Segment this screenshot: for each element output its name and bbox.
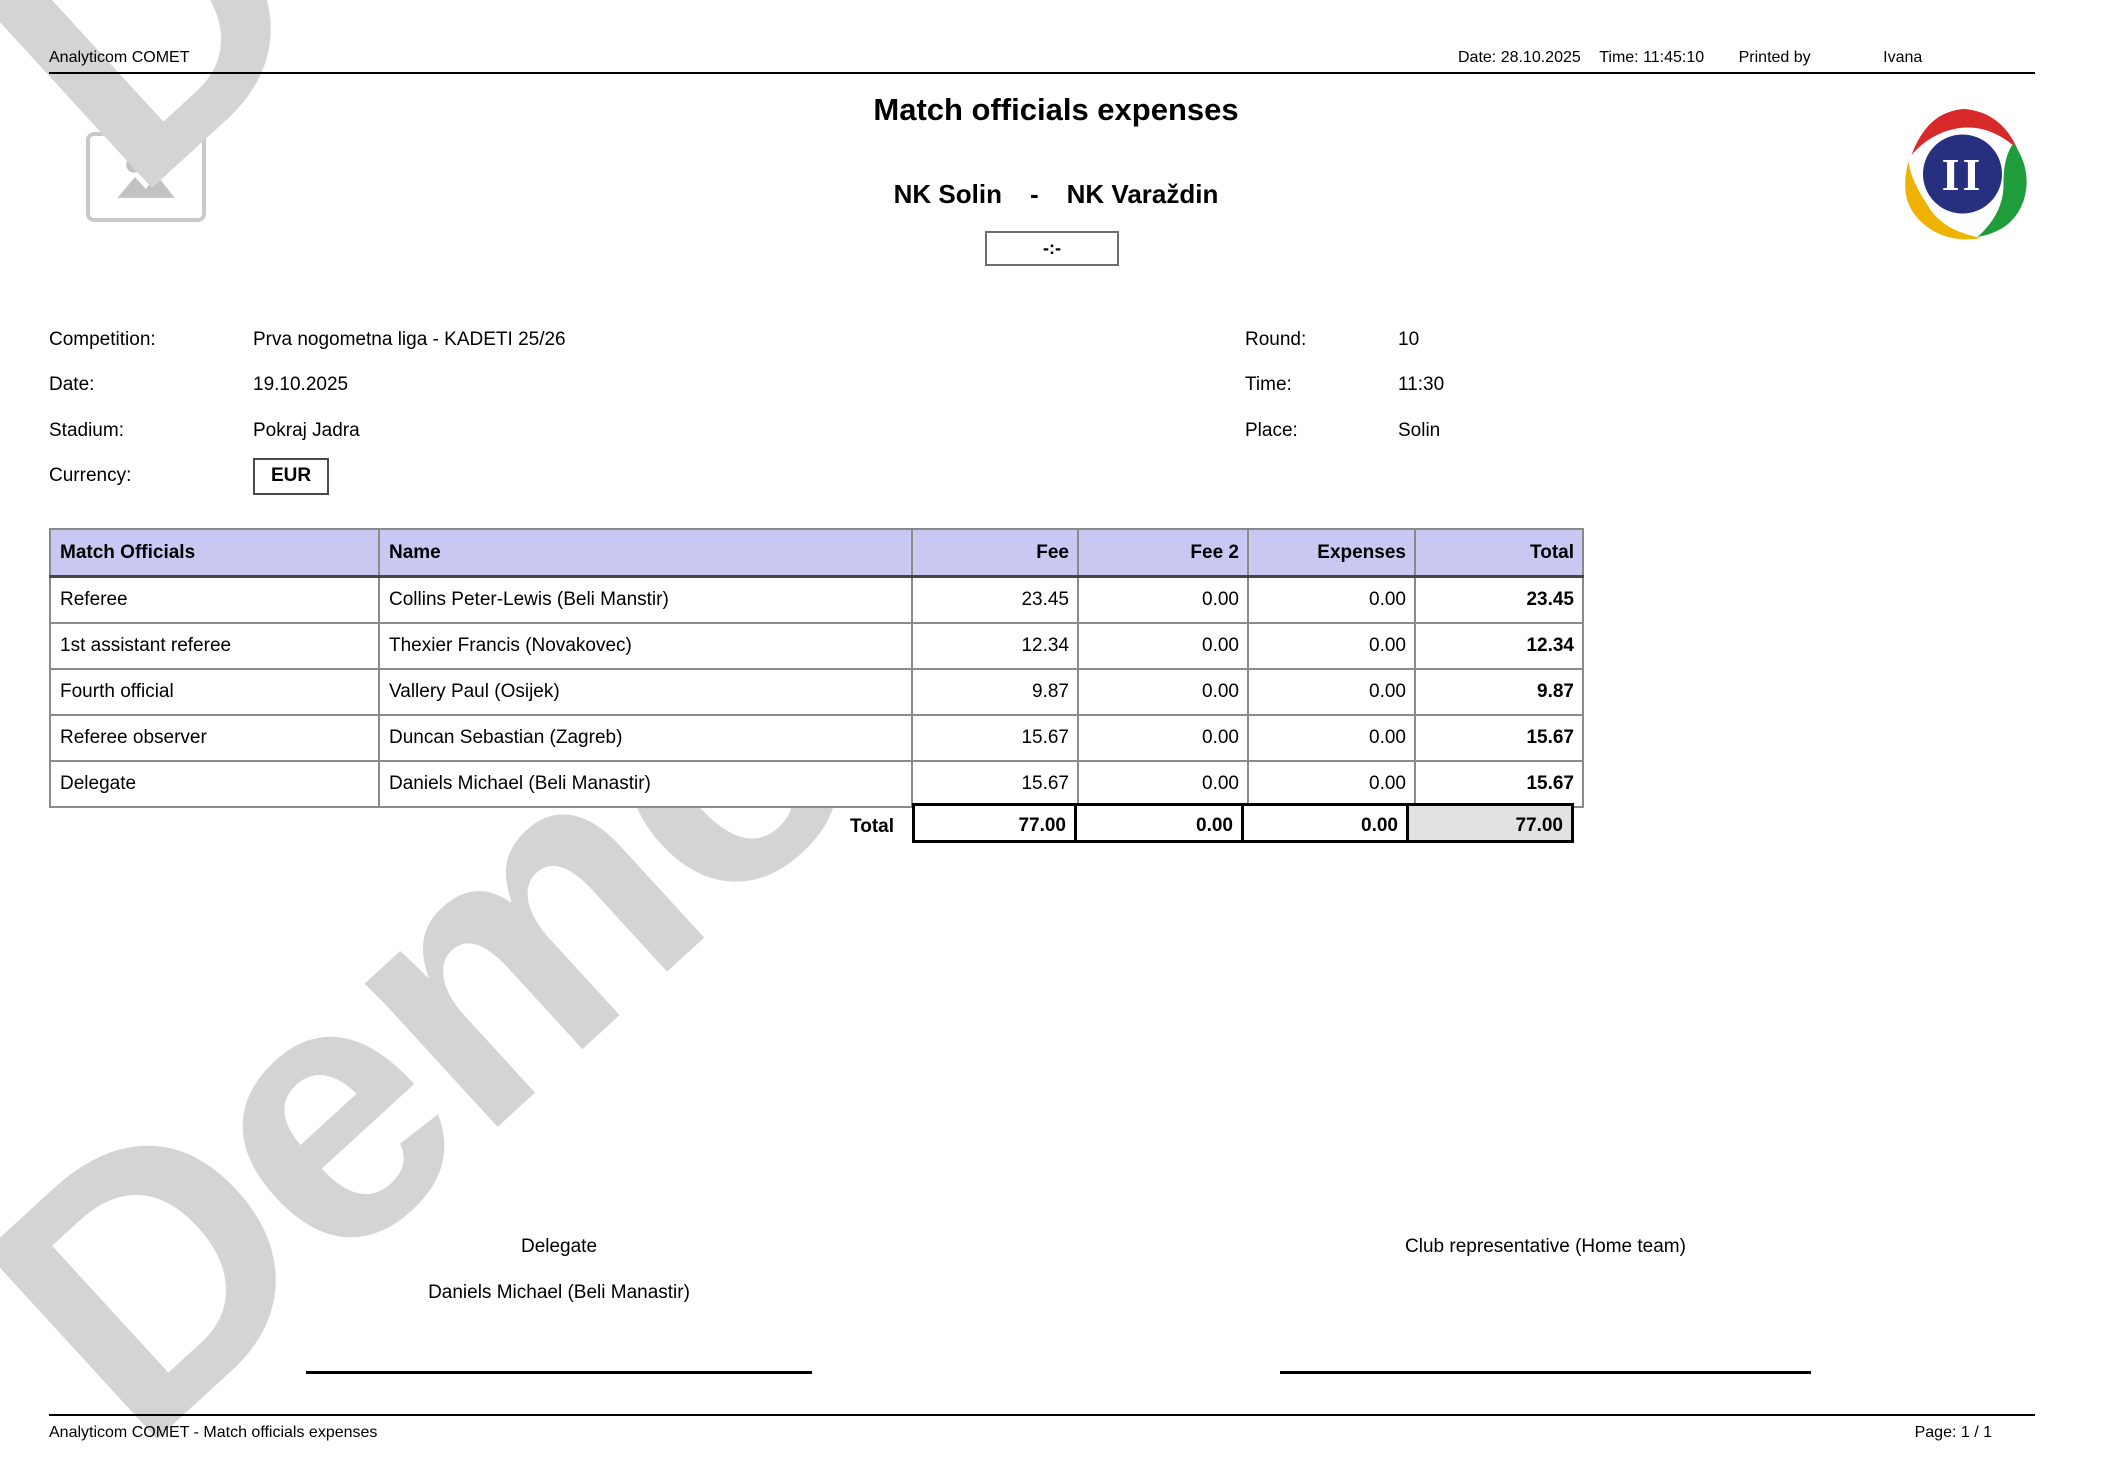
total-value: 15.67 <box>1414 760 1584 808</box>
teams-separator: - <box>1029 179 1039 209</box>
match-title: NK Solin - NK Varaždin <box>0 179 2102 210</box>
table-row: Referee observer Duncan Sebastian (Zagre… <box>49 714 1584 762</box>
official-name: Vallery Paul (Osijek) <box>378 668 913 716</box>
field-label: Time: <box>1245 374 1292 395</box>
app-brand: Analyticom COMET <box>49 49 190 66</box>
table-row: 1st assistant referee Thexier Francis (N… <box>49 622 1584 670</box>
official-role: Referee observer <box>49 714 380 762</box>
field-value: 10 <box>1398 329 1420 350</box>
signature-title: Club representative (Home team) <box>1405 1236 1686 1257</box>
total-value: 12.34 <box>1414 622 1584 670</box>
grand-total-row: 77.00 0.00 0.00 77.00 <box>912 803 1574 843</box>
currency-badge: EUR <box>253 458 329 495</box>
demo-watermark-top-fragment: Demo <box>0 0 959 291</box>
field-value: Pokraj Jadra <box>253 420 360 441</box>
signature-name: Daniels Michael (Beli Manastir) <box>428 1282 690 1303</box>
col-header-name: Name <box>378 528 913 578</box>
fee-value: 15.67 <box>911 760 1079 808</box>
field-value: 19.10.2025 <box>253 374 349 395</box>
fee2-value: 0.00 <box>1077 668 1249 716</box>
score-box: -:- <box>985 231 1119 266</box>
expenses-value: 0.00 <box>1247 714 1416 762</box>
field-value: Solin <box>1398 420 1441 441</box>
fee-value: 15.67 <box>911 714 1079 762</box>
printed-by-label: Printed by <box>1738 49 1811 66</box>
print-time: Time: 11:45:10 <box>1599 49 1705 66</box>
table-row: Fourth official Vallery Paul (Osijek) 9.… <box>49 668 1584 716</box>
away-team-name: NK Varaždin <box>1066 179 1219 209</box>
footer-divider <box>49 1414 2035 1416</box>
official-role: Referee <box>49 575 380 624</box>
signature-title: Delegate <box>520 1236 598 1257</box>
signature-block-delegate: Delegate Daniels Michael (Beli Manastir) <box>306 1236 812 1304</box>
field-value: 11:30 <box>1398 374 1445 395</box>
field-label: Place: <box>1245 420 1298 441</box>
footer-page-number: Page: 1 / 1 <box>1914 1424 1992 1441</box>
footer-report-name: Analyticom COMET - Match officials expen… <box>49 1424 378 1441</box>
expenses-value: 0.00 <box>1247 668 1416 716</box>
expenses-value: 0.00 <box>1247 575 1416 624</box>
col-header-fee2: Fee 2 <box>1077 528 1249 578</box>
field-label: Round: <box>1245 329 1307 350</box>
table-row: Referee Collins Peter-Lewis (Beli Mansti… <box>49 575 1584 624</box>
table-row: Delegate Daniels Michael (Beli Manastir)… <box>49 760 1584 808</box>
signature-line <box>1280 1371 1811 1374</box>
field-label: Stadium: <box>49 420 124 441</box>
field-value: Prva nogometna liga - KADETI 25/26 <box>253 329 566 350</box>
print-date: Date: 28.10.2025 <box>1458 49 1581 66</box>
grand-total-fee2: 0.00 <box>1074 803 1244 843</box>
fee2-value: 0.00 <box>1077 714 1249 762</box>
header-divider <box>49 72 2035 74</box>
page-title: Match officials expenses <box>873 92 1239 127</box>
col-header-total: Total <box>1414 528 1584 578</box>
table-header-row: Match Officials Name Fee Fee 2 Expenses … <box>49 528 1584 578</box>
expenses-value: 0.00 <box>1247 760 1416 808</box>
col-header-expenses: Expenses <box>1247 528 1416 578</box>
signature-block-club-representative: Club representative (Home team) <box>1280 1236 1811 1258</box>
expenses-value: 0.00 <box>1247 622 1416 670</box>
official-role: Fourth official <box>49 668 380 716</box>
competition-logo-icon: II <box>1905 109 2027 240</box>
fee2-value: 0.00 <box>1077 575 1249 624</box>
field-label: Currency: <box>49 465 132 486</box>
fee2-value: 0.00 <box>1077 760 1249 808</box>
officials-table: Match Officials Name Fee Fee 2 Expenses … <box>49 528 1584 808</box>
official-role: 1st assistant referee <box>49 622 380 670</box>
official-name: Thexier Francis (Novakovec) <box>378 622 913 670</box>
grand-total-total: 77.00 <box>1406 803 1574 843</box>
home-team-name: NK Solin <box>893 179 1002 209</box>
total-value: 23.45 <box>1414 575 1584 624</box>
print-meta: Date: 28.10.2025 Time: 11:45:10 Printed … <box>1458 49 1922 67</box>
col-header-match-officials: Match Officials <box>49 528 380 578</box>
printed-by-name: Ivana <box>1883 49 1923 66</box>
fee-value: 23.45 <box>911 575 1079 624</box>
total-value: 9.87 <box>1414 668 1584 716</box>
club-photo-placeholder <box>86 132 206 222</box>
grand-total-expenses: 0.00 <box>1241 803 1409 843</box>
fee-value: 9.87 <box>911 668 1079 716</box>
official-name: Collins Peter-Lewis (Beli Manstir) <box>378 575 913 624</box>
col-header-fee: Fee <box>911 528 1079 578</box>
fee2-value: 0.00 <box>1077 622 1249 670</box>
field-label: Competition: <box>49 329 156 350</box>
broken-image-icon <box>117 157 175 198</box>
logo-monogram: II <box>1942 149 1984 200</box>
fee-value: 12.34 <box>911 622 1079 670</box>
field-label: Date: <box>49 374 95 395</box>
official-role: Delegate <box>49 760 380 808</box>
grand-total-label: Total <box>850 816 894 837</box>
official-name: Daniels Michael (Beli Manastir) <box>378 760 913 808</box>
signature-line <box>306 1371 812 1374</box>
grand-total-fee: 77.00 <box>912 803 1077 843</box>
official-name: Duncan Sebastian (Zagreb) <box>378 714 913 762</box>
total-value: 15.67 <box>1414 714 1584 762</box>
